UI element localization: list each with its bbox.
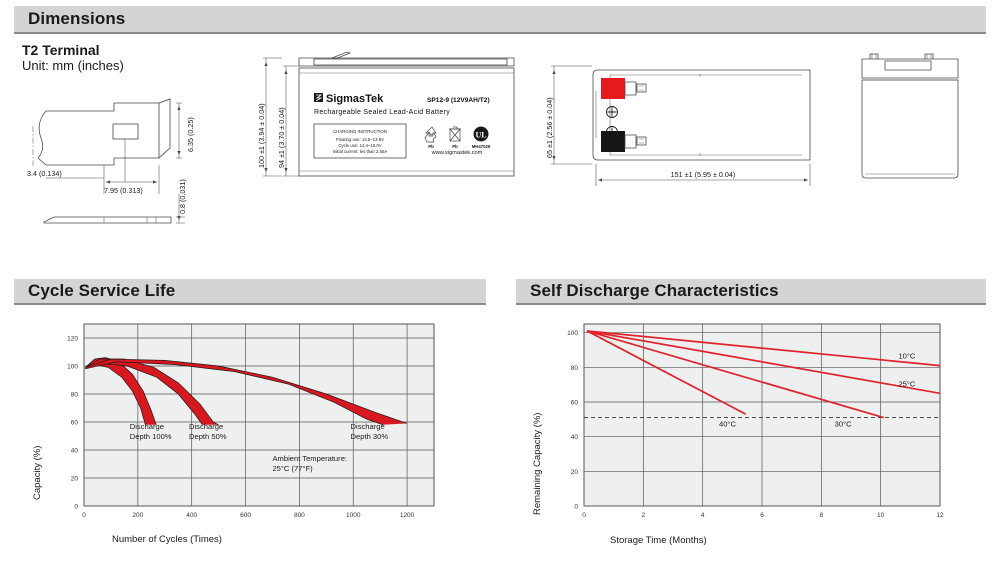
dim-terminal-width: 7.95 (0.313) xyxy=(104,186,143,195)
t2-terminal-drawing: 6.35 (0.25) 3.4 (0.134) 7.95 (0.313) 0.8… xyxy=(16,86,231,236)
cycle-xtick: 1000 xyxy=(346,512,361,519)
cycle-upper-curve xyxy=(85,358,408,424)
terminal-title: T2 Terminal xyxy=(22,42,100,58)
cycle-ytick: 100 xyxy=(67,364,78,371)
section-header-dimensions: Dimensions xyxy=(14,6,986,34)
self-series-label: 30°C xyxy=(835,419,852,428)
charging-instruction-line1: Floating use: 13.5~13.8V xyxy=(336,137,384,142)
cycle-annotation: Discharge xyxy=(130,422,164,431)
self-ytick: 60 xyxy=(571,400,579,407)
battery-side-view-drawing: 100 ±1 (3.94 ± 0.04) 94 ±1 (3.70 ± 0.04)… xyxy=(252,46,522,191)
cycle-xtick: 800 xyxy=(294,512,305,519)
dim-terminal-thickness: 0.8 (0.031) xyxy=(178,179,187,214)
cycle-service-life-chart: Capacity (%) Number of Cycles (Times) 0 2… xyxy=(14,310,484,560)
ul-mark-icon: UL MH47029 xyxy=(472,126,491,149)
terminal-unit-label: Unit: mm (inches) xyxy=(22,58,124,73)
crossed-bin-pb-label: Pb xyxy=(452,144,458,149)
battery-label: SigmasTek SP12-9 (12V9AH/T2) Rechargeabl… xyxy=(313,93,491,159)
battery-brand: SigmasTek xyxy=(326,93,384,105)
self-xtick: 2 xyxy=(642,512,646,519)
cycle-xtick: 600 xyxy=(240,512,251,519)
cycle-annotation: Depth 100% xyxy=(130,432,172,441)
cycle-annotation: Ambient Temperature: xyxy=(272,454,347,463)
cycle-band xyxy=(85,359,219,425)
ul-mark-label: UL xyxy=(475,131,486,140)
cycle-ytick: 40 xyxy=(71,448,79,455)
self-series-label: 40°C xyxy=(719,419,736,428)
section-title-self-discharge: Self Discharge Characteristics xyxy=(530,281,779,300)
cycle-annotation: Depth 30% xyxy=(351,432,389,441)
self-series-label: 10°C xyxy=(898,352,915,361)
self-curve xyxy=(586,330,884,419)
self-ytick: 100 xyxy=(567,330,578,337)
dim-battery-length: 151 ±1 (5.95 ± 0.04) xyxy=(671,170,736,179)
cycle-ytick: 20 xyxy=(71,476,79,483)
dim-battery-total-height: 100 ±1 (3.94 ± 0.04) xyxy=(257,103,266,168)
cycle-chart-ylabel: Capacity (%) xyxy=(32,446,43,500)
charging-instruction-line2: Cycle use: 14.4~15.0V xyxy=(338,143,381,148)
cycle-upper-curve xyxy=(85,357,157,425)
cycle-xtick: 400 xyxy=(186,512,197,519)
self-xtick: 4 xyxy=(701,512,705,519)
self-xtick: 10 xyxy=(877,512,885,519)
battery-model: SP12-9 (12V9AH/T2) xyxy=(427,97,490,104)
cycle-ytick: 120 xyxy=(67,336,78,343)
charging-instruction-line3: Initial current: les than 2.55A xyxy=(333,149,388,154)
self-xtick: 12 xyxy=(936,512,944,519)
self-ytick: 20 xyxy=(571,469,579,476)
self-chart-ylabel: Remaining Capacity (%) xyxy=(532,413,543,515)
recycle-pb-label: Pb xyxy=(428,144,434,149)
ul-mark-sublabel: MH47029 xyxy=(472,144,491,149)
self-chart-xlabel: Storage Time (Months) xyxy=(610,535,707,546)
self-xtick: 8 xyxy=(820,512,824,519)
crossed-bin-pb-icon: Pb xyxy=(449,126,461,149)
dim-terminal-height: 6.35 (0.25) xyxy=(186,117,195,152)
self-series-label: 25°C xyxy=(898,379,915,388)
sigmastek-logo-icon xyxy=(314,93,323,102)
cycle-annotation: Depth 50% xyxy=(189,432,227,441)
positive-terminal-block xyxy=(601,78,625,99)
dim-battery-case-height: 94 ±1 (3.70 ± 0.04) xyxy=(277,107,286,168)
battery-type: Rechargeable Sealed Lead-Acid Battery xyxy=(314,109,450,116)
battery-top-view-drawing: 65 ±1 (2.56 ± 0.04) 151 ±1 (5.95 ± 0.04) xyxy=(540,46,830,191)
negative-terminal-block xyxy=(601,131,625,152)
charging-instruction-title: CHARGING INSTRUCTION xyxy=(333,129,387,134)
dim-battery-depth: 65 ±1 (2.56 ± 0.04) xyxy=(545,97,554,158)
cycle-xtick: 0 xyxy=(82,512,86,519)
cycle-ytick: 0 xyxy=(74,504,78,511)
cycle-annotation: Discharge xyxy=(351,422,385,431)
polarity-positive-icon xyxy=(606,106,618,118)
dim-terminal-offset: 3.4 (0.134) xyxy=(27,169,62,178)
cycle-band xyxy=(85,359,408,425)
self-discharge-chart: Remaining Capacity (%) Storage Time (Mon… xyxy=(516,310,986,560)
section-header-self-discharge: Self Discharge Characteristics xyxy=(516,279,986,305)
self-curve xyxy=(586,330,941,367)
self-ytick: 40 xyxy=(571,434,579,441)
self-ytick: 0 xyxy=(574,504,578,511)
cycle-lower-curve xyxy=(85,361,383,426)
cycle-xtick: 1200 xyxy=(400,512,415,519)
recycle-pb-icon: Pb xyxy=(424,126,437,149)
battery-front-view-drawing xyxy=(845,46,985,191)
self-ytick: 80 xyxy=(571,365,579,372)
cycle-ytick: 60 xyxy=(71,420,79,427)
section-header-cycle-service-life: Cycle Service Life xyxy=(14,279,486,305)
cycle-chart-xlabel: Number of Cycles (Times) xyxy=(112,534,222,545)
cycle-ytick: 80 xyxy=(71,392,79,399)
cycle-upper-curve xyxy=(85,358,219,426)
self-curve xyxy=(586,330,747,415)
section-title-cycle-service-life: Cycle Service Life xyxy=(28,281,176,300)
self-curve xyxy=(586,330,941,395)
self-xtick: 0 xyxy=(582,512,586,519)
battery-website: www.sigmastek.com xyxy=(431,150,483,156)
section-title-dimensions: Dimensions xyxy=(28,9,126,28)
cycle-annotation: 25°C (77°F) xyxy=(272,464,313,473)
cycle-xtick: 200 xyxy=(132,512,143,519)
cycle-annotation: Discharge xyxy=(189,422,223,431)
self-xtick: 6 xyxy=(760,512,764,519)
